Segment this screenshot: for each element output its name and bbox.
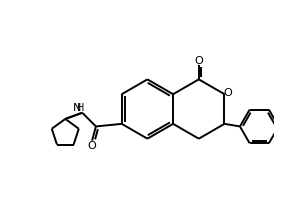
Text: O: O <box>88 141 96 151</box>
Text: H: H <box>77 103 85 113</box>
Text: O: O <box>223 88 232 98</box>
Text: O: O <box>194 56 203 66</box>
Text: N: N <box>72 103 81 113</box>
